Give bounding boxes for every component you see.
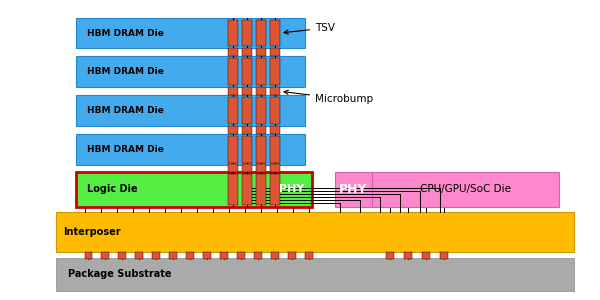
Bar [242,174,252,205]
Bar [76,172,312,207]
Bar [242,136,252,163]
Bar [270,164,280,172]
Bar [228,136,238,163]
Bar [85,251,92,260]
Bar [152,251,160,260]
Bar [440,251,448,260]
Bar [228,97,238,124]
Bar [118,251,127,260]
Bar [270,136,280,163]
Bar [228,174,238,205]
Bar [228,87,238,95]
Bar [256,58,266,85]
Bar [256,87,266,95]
Bar [228,126,238,134]
Bar [270,87,280,95]
Bar [256,20,266,46]
Bar [270,49,280,56]
Bar [242,97,252,124]
Bar [228,58,238,85]
Bar [76,56,305,87]
Bar [101,251,109,260]
Bar [203,251,211,260]
Bar [242,58,252,85]
Bar [242,126,252,134]
Bar [242,20,252,46]
Text: TSV: TSV [284,23,335,34]
Text: HBM DRAM Die: HBM DRAM Die [88,28,164,38]
Bar [76,95,305,126]
Bar [270,58,280,85]
Text: PHY: PHY [278,184,304,194]
Bar [76,134,305,165]
Text: CPU/GPU/SoC Die: CPU/GPU/SoC Die [420,184,511,194]
Bar [242,49,252,56]
Bar [422,251,430,260]
Text: PHY: PHY [339,183,368,196]
Bar [136,251,143,260]
Bar [372,172,559,207]
Bar [256,97,266,124]
Bar [228,164,238,172]
Bar [76,18,305,49]
Bar [256,49,266,56]
Text: HBM DRAM Die: HBM DRAM Die [88,145,164,154]
Bar [270,174,280,205]
Bar [220,251,228,260]
Bar [169,251,177,260]
Bar [242,87,252,95]
Bar [404,251,412,260]
Bar [271,251,279,260]
Text: HBM DRAM Die: HBM DRAM Die [88,68,164,76]
Text: Logic Die: Logic Die [88,184,138,194]
Bar [237,251,245,260]
Bar [228,49,238,56]
Bar [56,257,574,291]
Bar [270,20,280,46]
Bar [386,251,394,260]
Bar [186,251,194,260]
Bar [256,136,266,163]
Bar [256,126,266,134]
Bar [305,251,313,260]
Bar [56,212,574,251]
Bar [256,174,266,205]
Bar [242,164,252,172]
Bar [335,172,372,207]
Bar [228,20,238,46]
Text: Interposer: Interposer [64,226,121,237]
Text: Microbump: Microbump [284,90,373,104]
Bar [270,97,280,124]
Text: Package Substrate: Package Substrate [68,269,171,279]
Bar [256,164,266,172]
Text: HBM DRAM Die: HBM DRAM Die [88,106,164,115]
Bar [270,126,280,134]
Bar [254,251,262,260]
Bar [288,251,296,260]
